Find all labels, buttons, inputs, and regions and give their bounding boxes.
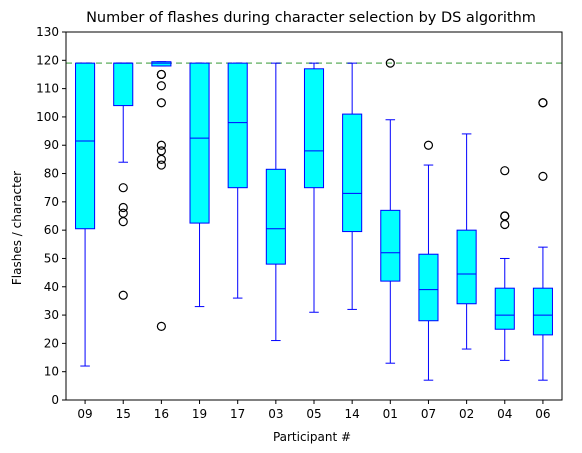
x-tick-label: 05: [306, 407, 321, 421]
y-tick-label: 70: [44, 195, 59, 209]
participant-04-box: [494, 287, 515, 330]
participant-16-outlier: [156, 154, 166, 164]
participant-16-outlier: [156, 140, 166, 150]
x-tick-label: 09: [77, 407, 92, 421]
x-tick-label: 07: [421, 407, 436, 421]
x-tick-label: 14: [345, 407, 360, 421]
y-tick-label: 30: [44, 308, 59, 322]
participant-01-box: [380, 209, 401, 282]
participant-19-box: [189, 62, 210, 224]
y-tick-label: 90: [44, 138, 59, 152]
y-tick-label: 10: [44, 365, 59, 379]
participant-16-outlier: [156, 98, 166, 108]
x-tick-label: 01: [383, 407, 398, 421]
x-tick-label: 15: [116, 407, 131, 421]
participant-01-outlier: [385, 58, 395, 68]
participant-16-outlier: [156, 160, 166, 170]
participant-16-outlier: [156, 69, 166, 80]
y-axis-label: Flashes / character: [10, 171, 24, 285]
participant-15-box: [113, 62, 134, 107]
chart-title: Number of flashes during character selec…: [86, 10, 536, 26]
participant-06-box: [532, 287, 553, 336]
y-tick-label: 80: [44, 167, 59, 181]
x-tick-label: 19: [192, 407, 207, 421]
y-tick-label: 110: [36, 82, 59, 96]
x-tick-label: 03: [268, 407, 283, 421]
participant-02-box: [456, 229, 477, 305]
x-tick-label: 17: [230, 407, 245, 421]
participant-15-outlier: [118, 208, 128, 218]
participant-15-outlier: [118, 202, 128, 213]
y-tick-label: 60: [44, 223, 59, 237]
participant-06-outlier: [538, 98, 548, 108]
participant-07-outlier: [423, 140, 434, 150]
participant-09-box: [75, 62, 96, 230]
y-tick-label: 40: [44, 280, 59, 294]
y-tick-label: 0: [51, 393, 59, 407]
participant-04-outlier: [500, 166, 510, 176]
participant-04-outlier: [500, 211, 510, 221]
participant-14-box: [342, 113, 363, 233]
y-tick-label: 100: [36, 110, 59, 124]
x-axis-label: Participant #: [273, 430, 351, 444]
y-tick-label: 20: [44, 336, 59, 350]
y-tick-label: 130: [36, 25, 59, 39]
participant-16-box: [151, 61, 172, 67]
participant-04-outlier: [500, 219, 510, 230]
x-tick-label: 16: [154, 407, 169, 421]
participant-17-box: [227, 62, 248, 189]
x-tick-label: 06: [535, 407, 550, 421]
participant-06-outlier: [538, 171, 548, 181]
y-tick-label: 50: [44, 251, 59, 265]
x-tick-label: 04: [497, 407, 512, 421]
x-tick-label: 02: [459, 407, 474, 421]
participant-03-box: [265, 168, 286, 265]
participant-16-outlier: [156, 146, 166, 156]
participant-16-outlier: [156, 81, 166, 91]
participant-07-box: [418, 253, 439, 322]
y-tick-label: 120: [36, 53, 59, 67]
participant-15-outlier: [118, 217, 128, 227]
participant-15-outlier: [118, 183, 128, 193]
participant-05-box: [303, 68, 325, 189]
participant-15-outlier: [118, 290, 128, 300]
participant-16-outlier: [156, 321, 166, 331]
